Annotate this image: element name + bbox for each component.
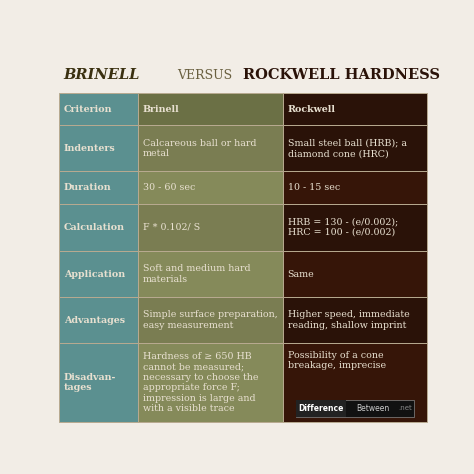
Text: Brinell: Brinell	[143, 105, 179, 114]
Text: 30 - 60 sec: 30 - 60 sec	[143, 183, 195, 192]
Text: BRINELL: BRINELL	[63, 68, 139, 82]
Text: Possibility of a cone
breakage, imprecise: Possibility of a cone breakage, imprecis…	[288, 351, 386, 370]
Text: Simple surface preparation,
easy measurement: Simple surface preparation, easy measure…	[143, 310, 277, 330]
Text: Small steel ball (HRB); a
diamond cone (HRC): Small steel ball (HRB); a diamond cone (…	[288, 139, 407, 158]
Text: Criterion: Criterion	[64, 105, 112, 114]
Bar	[283, 297, 427, 343]
Bar	[59, 343, 138, 422]
Bar	[138, 126, 283, 172]
Text: Duration: Duration	[64, 183, 111, 192]
Bar	[296, 400, 346, 417]
Text: VERSUS: VERSUS	[177, 69, 232, 82]
Text: Application: Application	[64, 270, 125, 279]
Text: Calculation: Calculation	[64, 223, 125, 232]
Bar	[138, 251, 283, 297]
Bar	[138, 93, 283, 126]
Bar	[59, 204, 138, 251]
Bar	[59, 93, 138, 126]
Bar	[138, 297, 283, 343]
Bar	[283, 204, 427, 251]
Text: Advantages: Advantages	[64, 316, 125, 325]
Bar	[138, 172, 283, 204]
Bar	[296, 400, 414, 417]
Text: F * 0.102/ S: F * 0.102/ S	[143, 223, 200, 232]
Bar	[59, 126, 138, 172]
Bar	[138, 204, 283, 251]
Bar	[59, 251, 138, 297]
Text: Indenters: Indenters	[64, 144, 115, 153]
Text: Rockwell: Rockwell	[288, 105, 336, 114]
Bar	[283, 93, 427, 126]
Bar	[59, 172, 138, 204]
Bar	[138, 343, 283, 422]
Bar	[283, 126, 427, 172]
Bar	[283, 172, 427, 204]
Text: HRB = 130 - (e/0.002);
HRC = 100 - (e/0.002): HRB = 130 - (e/0.002); HRC = 100 - (e/0.…	[288, 218, 398, 237]
Bar	[283, 251, 427, 297]
Text: 10 - 15 sec: 10 - 15 sec	[288, 183, 340, 192]
Bar	[283, 343, 427, 422]
Text: Soft and medium hard
materials: Soft and medium hard materials	[143, 264, 250, 284]
Text: Same: Same	[288, 270, 314, 279]
Text: Between: Between	[356, 404, 390, 413]
Text: Difference: Difference	[298, 404, 344, 413]
Text: Disadvan-
tages: Disadvan- tages	[64, 373, 116, 392]
Text: Calcareous ball or hard
metal: Calcareous ball or hard metal	[143, 139, 256, 158]
Text: ROCKWELL HARDNESS: ROCKWELL HARDNESS	[243, 68, 440, 82]
Text: Hardness of ≥ 650 HB
cannot be measured;
necessary to choose the
appropriate for: Hardness of ≥ 650 HB cannot be measured;…	[143, 352, 258, 413]
Text: .net: .net	[398, 405, 412, 411]
Text: Higher speed, immediate
reading, shallow imprint: Higher speed, immediate reading, shallow…	[288, 310, 410, 330]
Bar	[59, 297, 138, 343]
